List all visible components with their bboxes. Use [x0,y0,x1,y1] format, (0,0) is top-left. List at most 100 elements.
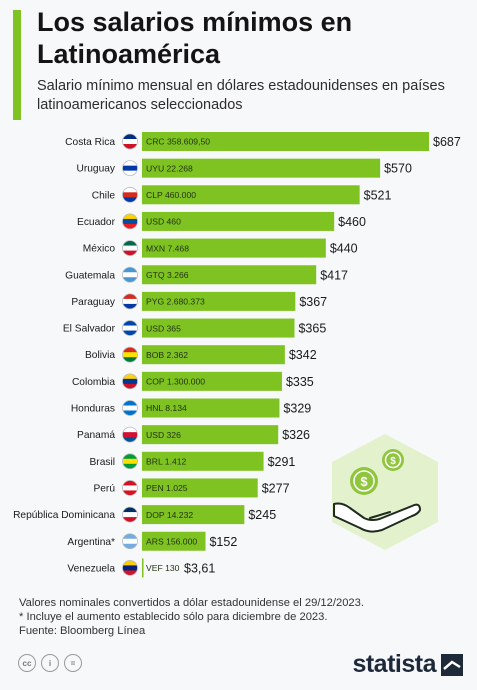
footnotes: Valores nominales convertidos a dólar es… [19,596,364,638]
mexico-flag-icon [122,240,138,256]
paraguay-flag-icon [122,293,138,310]
value-label: $329 [283,402,311,416]
bar-chart: Costa Rica CRC 358.609,50 $687 Uruguay UYU 2… [13,132,461,578]
panama-flag-icon [122,426,138,443]
category-label: Venezuela [67,563,115,574]
bar [142,451,264,471]
title-accent-bar [13,10,21,120]
bolivia-flag-icon [122,346,138,363]
page-title: Los salarios mínimos en Latinoamérica [37,7,353,69]
category-label: Panamá [77,430,115,441]
colombia-flag-icon [122,373,138,390]
bar [142,185,360,205]
category-label: República Dominicana [13,510,115,521]
statista-logo-icon [441,653,463,676]
local-currency-label: PYG 2.680.373 [146,297,205,307]
local-currency-label: BOB 2.362 [146,350,188,360]
bar [142,345,285,365]
local-currency-label: DOP 14.232 [146,510,193,520]
category-label: Ecuador [77,217,116,228]
bar [142,425,279,445]
value-label: $152 [209,535,237,549]
statista-logo: statista [352,652,463,677]
category-label: México [83,244,116,255]
bar [142,398,280,418]
local-currency-label: VEF 130 [146,563,180,573]
local-currency-label: USD 326 [146,430,181,440]
no-derivatives-icon: = [64,654,82,672]
category-label: Honduras [71,404,115,415]
category-label: Perú [93,483,115,494]
local-currency-label: GTQ 3.266 [146,270,189,280]
attribution-icon: i [41,654,59,672]
local-currency-label: COP 1.300.000 [146,377,205,387]
honduras-flag-icon [122,400,138,416]
category-label: Guatemala [65,270,115,281]
category-label: Brasil [90,457,115,468]
value-label: $245 [248,508,276,522]
bar [142,211,335,231]
page-subtitle: Salario mínimo mensual en dólares estado… [37,78,445,113]
el-salvador-flag-icon [122,320,138,336]
svg-text:$: $ [390,456,396,467]
venezuela-flag-icon [122,559,138,576]
value-label: $417 [320,268,348,282]
bar [142,531,206,551]
peru-flag-icon [122,480,138,496]
source-note: Fuente: Bloomberg Línea [19,625,146,637]
value-label: $460 [338,215,366,229]
footnote-conversion: Valores nominales convertidos a dólar es… [19,597,364,609]
category-label: Chile [92,190,116,201]
bar [142,318,295,338]
category-label: Argentina* [67,537,115,548]
bar [142,291,296,311]
license-icons: cc i = [18,654,82,672]
category-label: Paraguay [71,297,116,308]
creative-commons-icon: cc [18,654,36,672]
chile-flag-icon [122,186,138,203]
category-label: El Salvador [63,324,116,335]
footnote-argentina: * Incluye el aumento establecido sólo pa… [19,611,328,623]
value-label: $326 [282,428,310,442]
local-currency-label: HNL 8.134 [146,403,187,413]
local-currency-label: USD 460 [146,217,181,227]
value-label: $687 [433,135,461,149]
local-currency-label: USD 365 [146,323,181,333]
value-label: $277 [262,481,290,495]
category-label: Costa Rica [65,137,115,148]
category-label: Bolivia [85,350,115,361]
value-label: $440 [330,242,358,256]
bar [142,132,429,151]
uruguay-flag-icon [122,160,138,177]
value-label: $365 [298,322,326,336]
value-label: $335 [286,375,314,389]
brazil-flag-icon [122,453,138,470]
dominican-republic-flag-icon [122,506,138,523]
value-label: $521 [364,188,392,202]
bar [142,371,282,391]
argentina-flag-icon [122,533,138,550]
ecuador-flag-icon [122,213,138,230]
local-currency-label: ARS 156.000 [146,536,197,546]
local-currency-label: UYU 22.268 [146,163,193,173]
money-hand-illustration: $ $ [332,434,438,550]
bar [142,558,144,578]
value-label: $3,61 [184,561,215,575]
value-label: $570 [384,162,412,176]
local-currency-label: PEN 1.025 [146,483,188,493]
bar [142,265,317,285]
costa-rica-flag-icon [122,133,138,150]
category-label: Colombia [72,377,115,388]
bar [142,158,381,178]
bar [142,238,326,258]
bar [142,478,258,498]
guatemala-flag-icon [122,266,138,283]
value-label: $291 [268,455,296,469]
svg-text:$: $ [360,474,368,489]
local-currency-label: CLP 460.000 [146,190,196,200]
value-label: $367 [299,295,327,309]
local-currency-label: CRC 358.609,50 [146,137,210,147]
value-label: $342 [289,348,317,362]
local-currency-label: MXN 7.468 [146,243,189,253]
